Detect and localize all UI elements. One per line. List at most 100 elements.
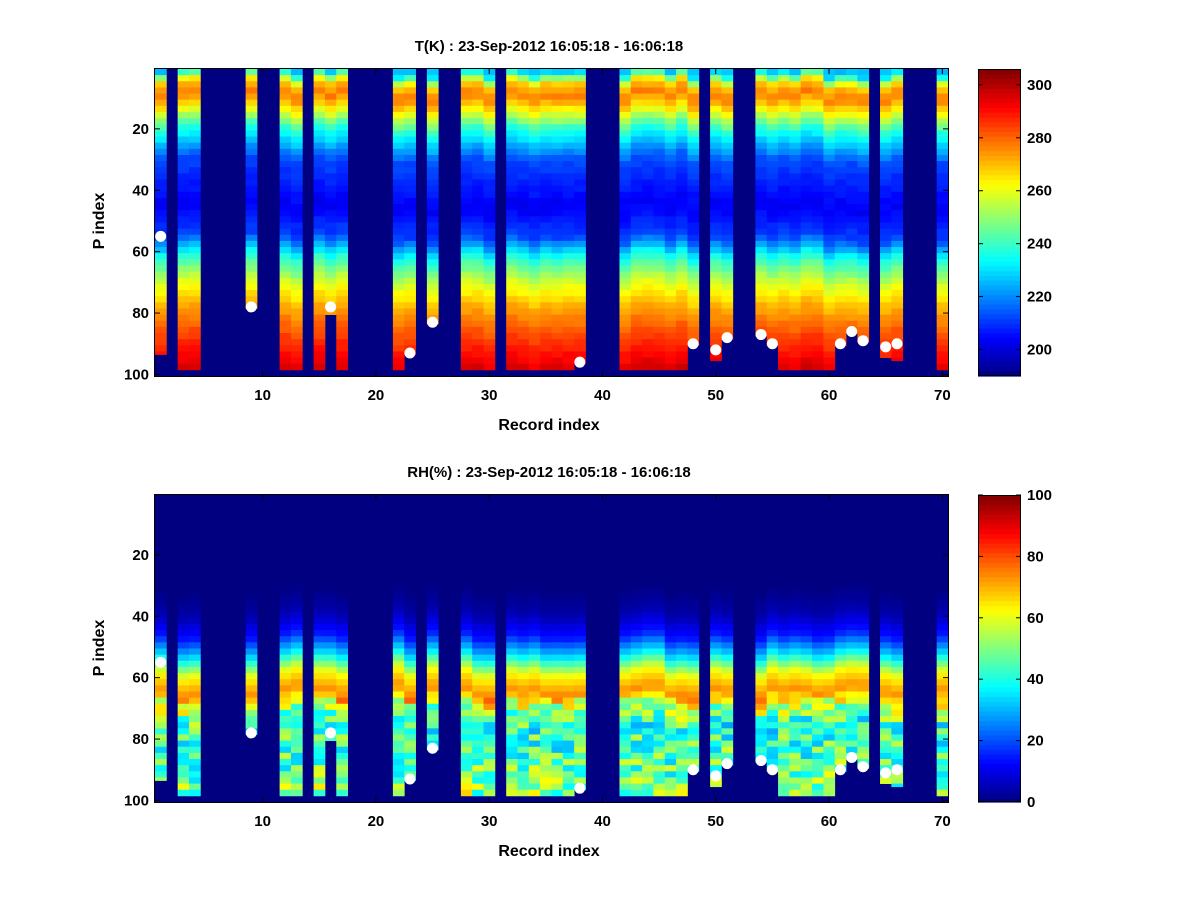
heatmap-cell (426, 290, 439, 297)
heatmap-cell (880, 148, 892, 156)
heatmap-cell (245, 697, 258, 705)
heatmap-cell (336, 130, 348, 137)
heatmap-cell (562, 580, 575, 588)
heatmap-cell (460, 259, 473, 266)
heatmap-cell (846, 562, 858, 570)
heatmap-cell (619, 722, 632, 729)
heatmap-cell (472, 642, 484, 649)
heatmap-cell (664, 130, 677, 137)
heatmap-cell (562, 685, 575, 692)
heatmap-cell (551, 247, 564, 254)
heatmap-cell (540, 642, 552, 649)
heatmap-cell (551, 716, 564, 723)
colorbar-segment (978, 744, 1021, 750)
heatmap-cell (891, 550, 904, 557)
heatmap-cell (155, 81, 167, 88)
heatmap-cell (891, 320, 904, 328)
heatmap-cell (404, 118, 416, 125)
heatmap-cell (664, 642, 677, 649)
heatmap-cell (313, 351, 326, 358)
heatmap-cell (800, 197, 813, 205)
heatmap-cell (857, 173, 870, 180)
heatmap-cell (426, 617, 439, 625)
heatmap-cell (721, 740, 734, 748)
heatmap-cell (517, 697, 530, 705)
heatmap-cell (540, 501, 552, 508)
heatmap-cell (755, 154, 768, 162)
colorbar-segment (978, 571, 1021, 578)
heatmap-cell (336, 234, 348, 242)
heatmap-cell (857, 247, 870, 254)
heatmap-cell (721, 568, 734, 576)
heatmap-cell (506, 118, 518, 125)
heatmap-cell (290, 783, 303, 791)
heatmap-cell (710, 81, 722, 88)
heatmap-cell (857, 283, 870, 291)
heatmap-cell (188, 111, 201, 119)
heatmap-cell (574, 568, 586, 576)
heatmap-cell (676, 740, 688, 748)
heatmap-cell (642, 599, 654, 606)
heatmap-cell (778, 623, 790, 631)
heatmap-cell (789, 513, 802, 520)
heatmap-cell (188, 685, 201, 692)
heatmap-cell (506, 339, 518, 346)
heatmap-cell (653, 345, 666, 352)
heatmap-cell (800, 685, 813, 692)
heatmap-cell (812, 277, 824, 285)
heatmap-cell (528, 777, 541, 784)
heatmap-cell (630, 240, 643, 248)
heatmap-cell (177, 709, 190, 717)
colorbar-segment (978, 208, 1021, 214)
heatmap-cell (630, 679, 643, 686)
heatmap-cell (528, 185, 541, 193)
heatmap-cell (789, 333, 802, 340)
heatmap-cell (642, 740, 654, 748)
heatmap-cell (188, 666, 201, 674)
surface-point (834, 764, 846, 776)
heatmap-cell (404, 728, 416, 735)
heatmap-cell (313, 320, 326, 328)
heatmap-cell (245, 587, 258, 594)
heatmap-cell (313, 537, 326, 545)
heatmap-cell (472, 210, 484, 217)
heatmap-cell (755, 519, 768, 527)
heatmap-cell (313, 728, 326, 735)
heatmap-cell (551, 593, 564, 600)
heatmap-cell (936, 296, 949, 303)
heatmap-cell (936, 277, 949, 285)
colorbar-segment (978, 504, 1021, 510)
colorbar-segment (978, 116, 1021, 123)
heatmap-cell (880, 191, 892, 199)
heatmap-cell (834, 697, 847, 705)
heatmap-cell (936, 580, 949, 588)
heatmap-cell (619, 765, 632, 772)
heatmap-cell (313, 363, 326, 371)
heatmap-cell (721, 679, 734, 686)
heatmap-cell (155, 296, 167, 303)
heatmap-cell (574, 734, 586, 741)
heatmap-cell (710, 507, 722, 514)
heatmap-cell (528, 771, 541, 778)
heatmap-cell (551, 574, 564, 582)
heatmap-cell (188, 271, 201, 279)
heatmap-cell (891, 623, 904, 631)
heatmap-cell (188, 191, 201, 199)
heatmap-cell (426, 308, 439, 315)
heatmap-cell (290, 81, 303, 88)
y-tick-label: 60 (132, 670, 149, 687)
heatmap-cell (155, 75, 167, 82)
heatmap-cell (687, 544, 700, 551)
heatmap-cell (721, 501, 734, 508)
heatmap-cell (483, 197, 496, 205)
heatmap-cell (392, 197, 405, 205)
heatmap-cell (245, 495, 258, 502)
heatmap-cell (562, 204, 575, 211)
heatmap-cell (778, 697, 790, 705)
heatmap-cell (313, 599, 326, 606)
heatmap-cell (823, 673, 836, 680)
heatmap-cell (404, 161, 416, 168)
heatmap-cell (812, 746, 824, 754)
heatmap-cell (834, 740, 847, 748)
heatmap-cell (630, 722, 643, 729)
